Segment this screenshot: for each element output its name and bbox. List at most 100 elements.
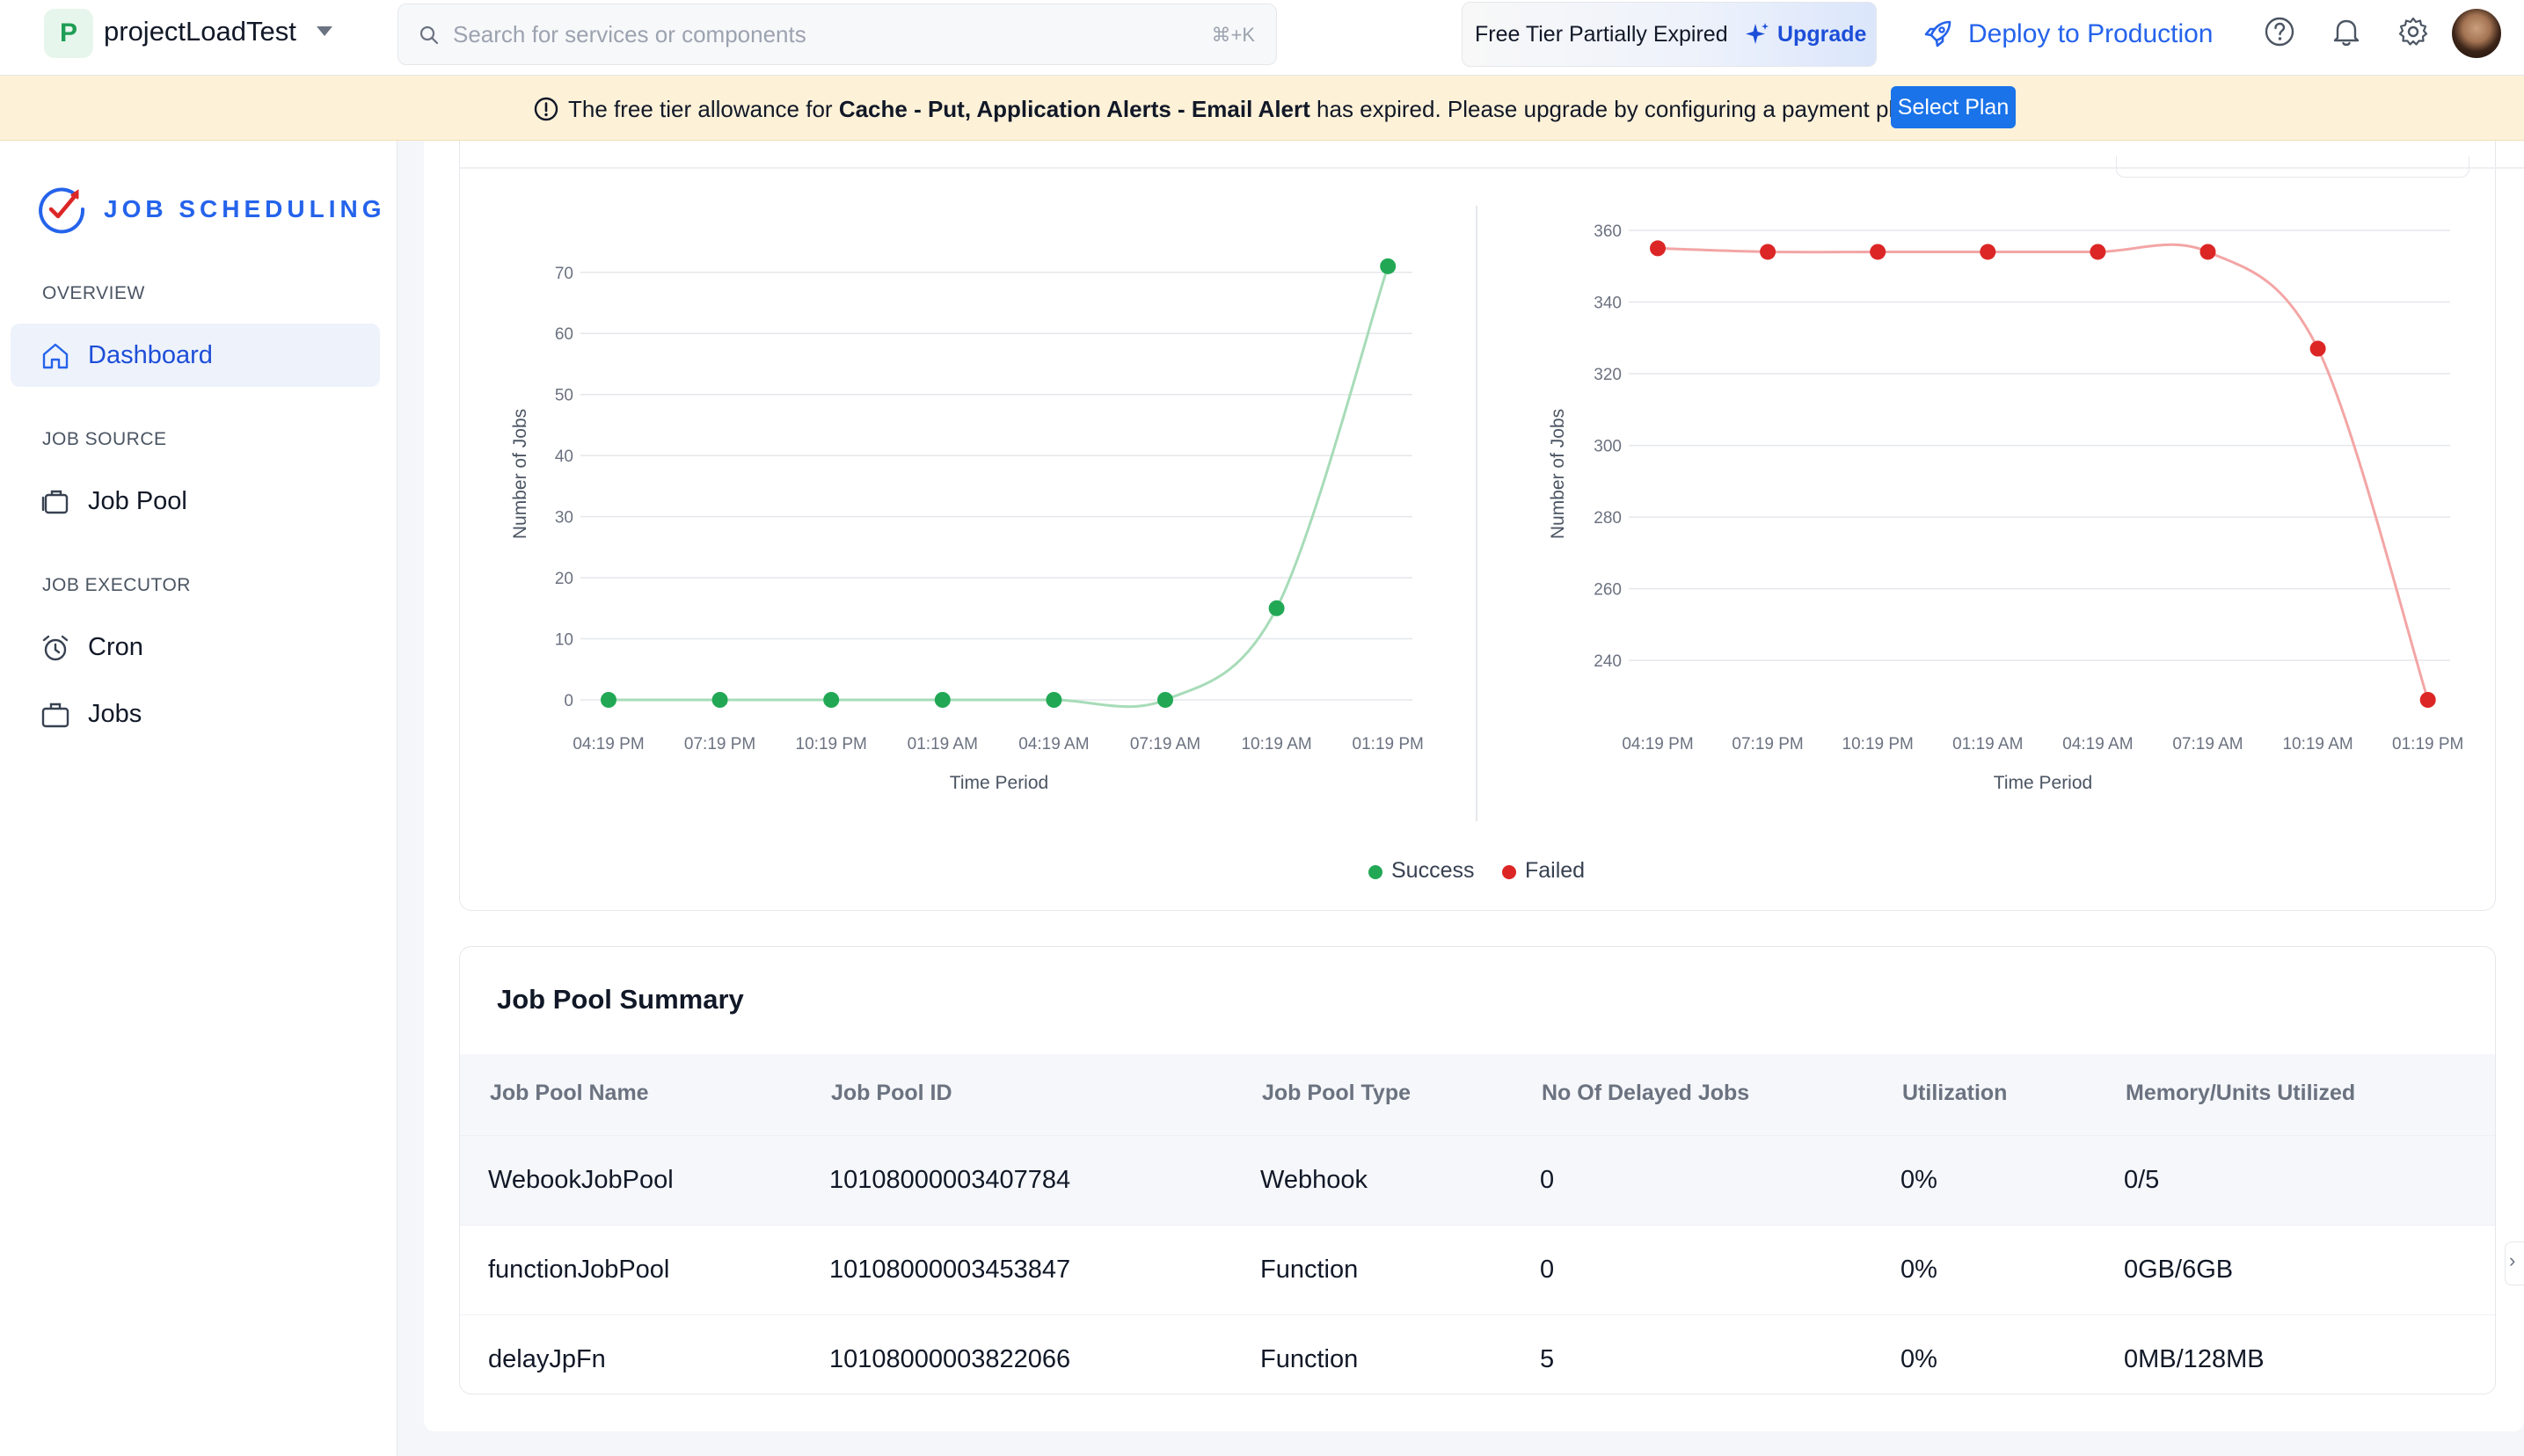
- expiry-banner: The free tier allowance for Cache - Put,…: [0, 76, 2524, 141]
- y-tick-label: 60: [555, 325, 573, 344]
- x-tick-label: 07:19 PM: [684, 735, 755, 753]
- alert-circle-icon: [534, 97, 558, 121]
- user-avatar[interactable]: [2452, 9, 2501, 58]
- chart-card-header-divider: [459, 167, 2524, 169]
- y-tick-label: 30: [555, 509, 573, 528]
- search-bar[interactable]: ⌘+K: [398, 4, 1277, 65]
- y-axis-label: Number of Jobs: [1548, 409, 1568, 539]
- x-tick-label: 04:19 AM: [2062, 735, 2133, 753]
- table-row[interactable]: WebookJobPool 10108000003407784 Webhook …: [460, 1135, 2495, 1225]
- y-axis-label: Number of Jobs: [510, 409, 530, 539]
- select-plan-button[interactable]: Select Plan: [1891, 86, 2016, 128]
- free-tier-status[interactable]: Free Tier Partially Expired Upgrade: [1462, 2, 1877, 67]
- rocket-icon: [1924, 20, 1951, 47]
- x-axis-label: Time Period: [1994, 773, 2092, 793]
- data-point: [2419, 692, 2436, 708]
- x-tick-label: 04:19 PM: [1622, 735, 1693, 753]
- data-point: [2199, 244, 2216, 260]
- job-scheduling-logo-icon: [39, 187, 85, 234]
- x-tick-label: 07:19 AM: [2172, 735, 2243, 753]
- table-row[interactable]: delayJpFn 10108000003822066 Function 5 0…: [460, 1314, 2495, 1394]
- chart-filter-dropdown[interactable]: [2116, 157, 2469, 178]
- section-label-job-executor: JOB EXECUTOR: [42, 575, 191, 595]
- gear-icon[interactable]: [2396, 14, 2431, 49]
- job-pool-summary-card: Job Pool Summary Job Pool Name Job Pool …: [459, 946, 2496, 1394]
- legend-label: Success: [1391, 858, 1475, 883]
- sidebar-item-dashboard[interactable]: Dashboard: [11, 324, 380, 387]
- job-status-chart-card: [459, 141, 2496, 911]
- sidebar-item-jobs[interactable]: Jobs: [11, 682, 380, 746]
- cell-utilization: 0%: [1900, 1256, 1937, 1284]
- upgrade-button[interactable]: Upgrade: [1777, 22, 1867, 47]
- success-jobs-chart: 0 10 20 30 40 50 60 70 04:19 PM 07:19 PM 10:19 PM 0…: [510, 258, 1424, 793]
- project-name[interactable]: projectLoadTest: [104, 16, 296, 47]
- cell-memory: 0MB/128MB: [2124, 1345, 2265, 1373]
- x-tick-label: 01:19 PM: [2392, 735, 2463, 753]
- chevron-down-icon[interactable]: [317, 26, 332, 36]
- data-point: [1760, 244, 1776, 260]
- x-tick-label: 07:19 AM: [1130, 735, 1200, 753]
- column-header-memory[interactable]: Memory/Units Utilized: [2126, 1081, 2356, 1105]
- data-point: [2309, 340, 2326, 357]
- cell-utilization: 0%: [1900, 1345, 1937, 1373]
- table-title: Job Pool Summary: [497, 984, 744, 1015]
- bell-icon[interactable]: [2329, 14, 2364, 49]
- x-tick-label: 01:19 PM: [1353, 735, 1424, 753]
- y-tick-label: 20: [555, 570, 573, 588]
- y-tick-label: 360: [1594, 222, 1622, 241]
- data-point: [1157, 692, 1173, 708]
- section-label-job-source: JOB SOURCE: [42, 429, 167, 449]
- data-point: [934, 692, 951, 708]
- cell-memory: 0GB/6GB: [2124, 1256, 2234, 1284]
- y-tick-label: 70: [555, 265, 573, 283]
- search-input[interactable]: [453, 17, 1139, 52]
- expired-services: Cache - Put, Application Alerts - Email …: [838, 96, 1310, 122]
- sparkle-icon: [1746, 23, 1769, 44]
- legend-dot-failed: [1502, 865, 1516, 879]
- sidebar-item-label: Job Pool: [88, 487, 187, 515]
- section-label-overview: OVERVIEW: [42, 283, 145, 303]
- column-header-name[interactable]: Job Pool Name: [490, 1081, 649, 1105]
- x-tick-label: 04:19 AM: [1018, 735, 1089, 753]
- data-point: [711, 692, 728, 708]
- briefcase-icon: [41, 703, 69, 728]
- x-tick-label: 04:19 PM: [573, 735, 644, 753]
- y-tick-label: 260: [1594, 581, 1622, 600]
- y-tick-label: 320: [1594, 366, 1622, 384]
- cell-name: WebookJobPool: [488, 1166, 674, 1194]
- x-tick-label: 10:19 AM: [2282, 735, 2353, 753]
- cell-id: 10108000003453847: [829, 1256, 1071, 1284]
- cell-delayed-jobs: 0: [1540, 1166, 1555, 1194]
- help-icon[interactable]: [2262, 14, 2297, 49]
- project-avatar[interactable]: P: [44, 9, 93, 58]
- job-pool-icon: [41, 490, 69, 514]
- y-tick-label: 280: [1594, 509, 1622, 528]
- sidebar: JOB SCHEDULING OVERVIEW Dashboard JOB SO…: [0, 141, 398, 1456]
- sidebar-item-job-pool[interactable]: Job Pool: [11, 470, 380, 533]
- column-header-utilization[interactable]: Utilization: [1902, 1081, 2008, 1105]
- banner-message: The free tier allowance for Cache - Put,…: [568, 96, 1926, 122]
- cell-id: 10108000003407784: [829, 1166, 1071, 1194]
- x-tick-label: 10:19 PM: [796, 735, 867, 753]
- cell-delayed-jobs: 5: [1540, 1345, 1555, 1373]
- sidebar-item-cron[interactable]: Cron: [11, 615, 380, 679]
- column-header-delayed-jobs[interactable]: No Of Delayed Jobs: [1542, 1081, 1750, 1105]
- cell-type: Function: [1260, 1256, 1359, 1284]
- alarm-clock-icon: [42, 635, 69, 661]
- cell-type: Function: [1260, 1345, 1359, 1373]
- search-shortcut-hint: ⌘+K: [1211, 24, 1255, 46]
- column-header-type[interactable]: Job Pool Type: [1262, 1081, 1411, 1105]
- table-row[interactable]: functionJobPool 10108000003453847 Functi…: [460, 1225, 2495, 1314]
- y-tick-label: 50: [555, 387, 573, 405]
- sidebar-item-label: Cron: [88, 633, 143, 661]
- legend-dot-success: [1368, 865, 1382, 879]
- column-header-id[interactable]: Job Pool ID: [831, 1081, 952, 1105]
- data-point: [1650, 240, 1666, 257]
- side-panel-toggle[interactable]: ›: [2505, 1241, 2524, 1285]
- data-point: [601, 692, 616, 708]
- y-tick-label: 300: [1594, 438, 1622, 456]
- data-point: [1980, 244, 1996, 260]
- cell-name: functionJobPool: [488, 1256, 670, 1284]
- legend-label: Failed: [1525, 858, 1586, 883]
- series-line-success: [608, 266, 1390, 709]
